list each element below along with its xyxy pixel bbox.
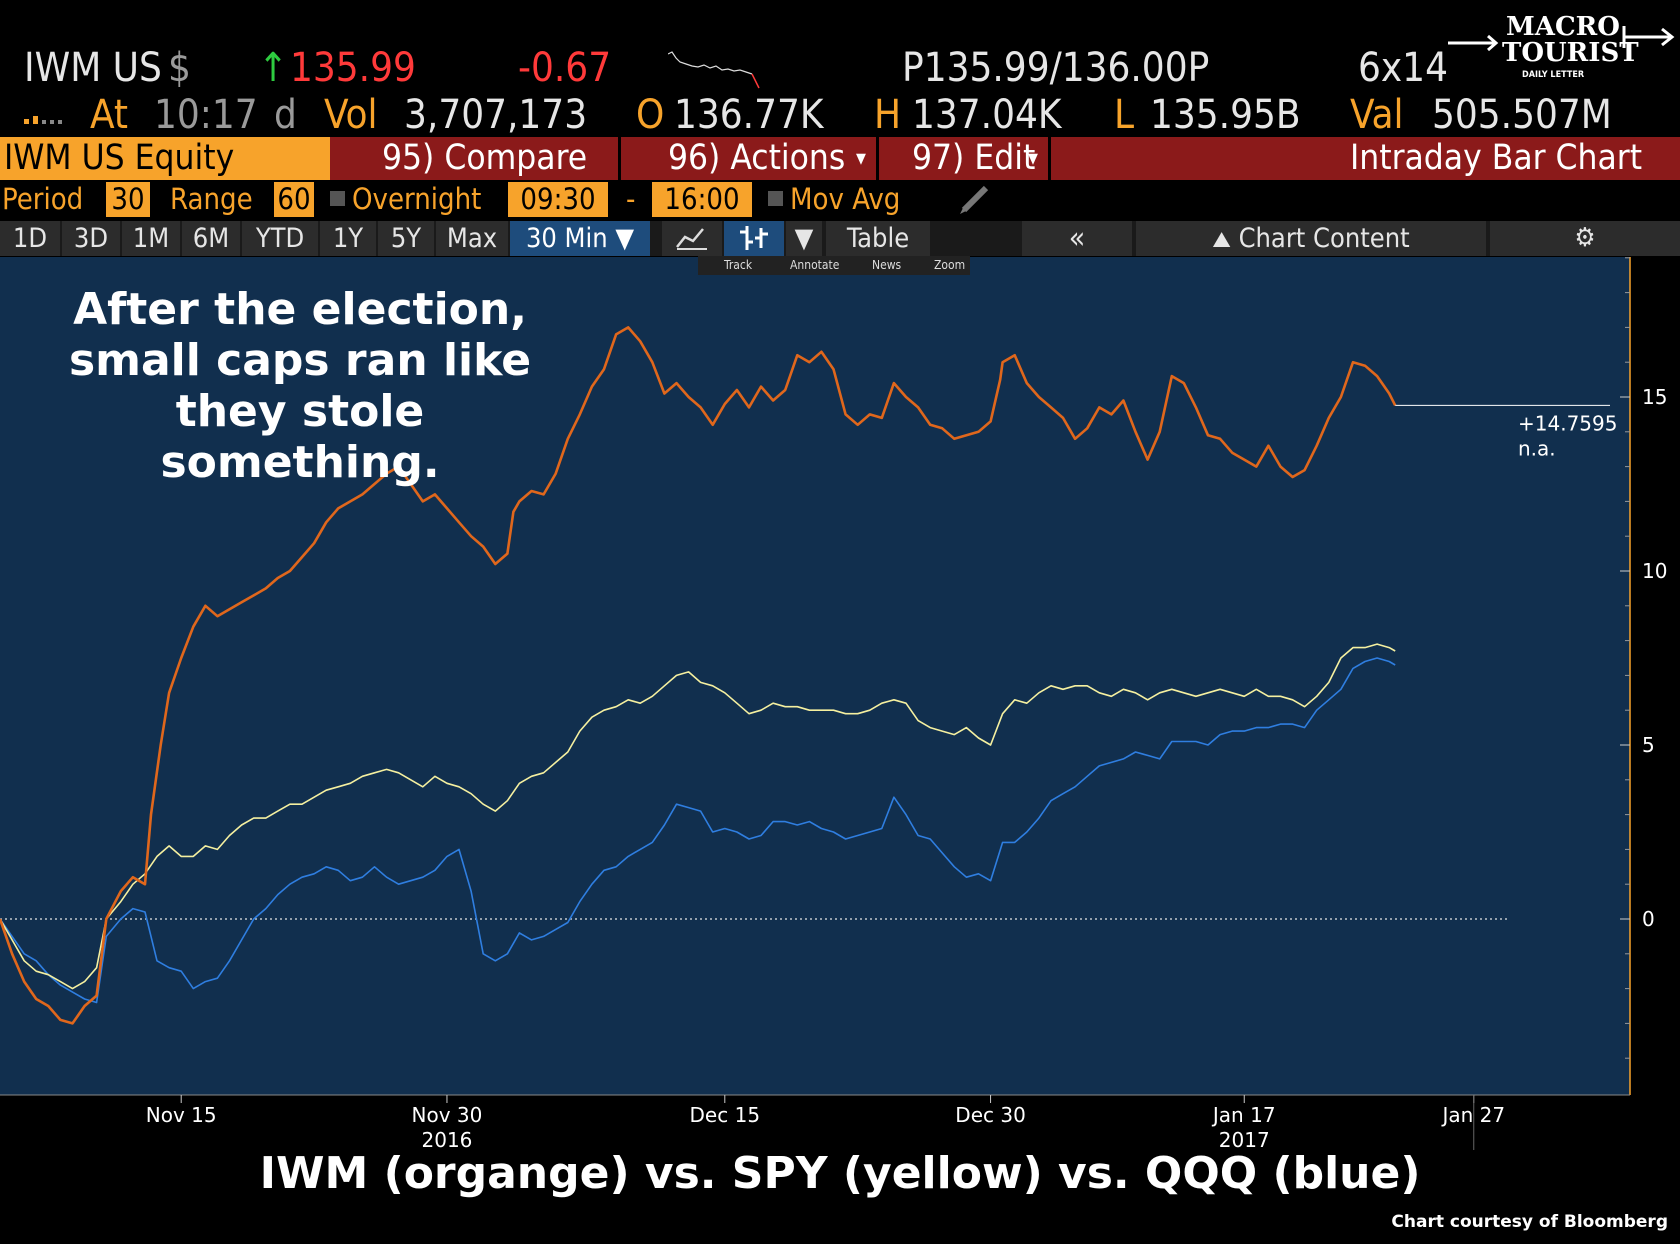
- chart-type-caret-icon[interactable]: ▼: [786, 221, 822, 256]
- tab-3d[interactable]: 3D: [62, 221, 120, 256]
- logo-line-macro: MACRO: [1506, 12, 1620, 42]
- x-tick-label: Jan 17: [1211, 1103, 1276, 1127]
- tab-1d[interactable]: 1D: [0, 221, 60, 256]
- actions-button[interactable]: 96) Actions: [668, 138, 846, 178]
- chart-content-label: Chart Content: [1238, 223, 1410, 254]
- quote-time: 10:17: [154, 92, 258, 138]
- tab-bar: 1D 3D 1M 6M YTD 1Y 5Y Max 30 Min ▼ ▼ Tab…: [0, 221, 1680, 256]
- zoom-button[interactable]: Zoom: [934, 258, 966, 272]
- bid-ask-size: 6x14: [1358, 45, 1448, 91]
- low-value: 135.95B: [1150, 92, 1301, 138]
- tab-5y[interactable]: 5Y: [378, 221, 434, 256]
- edit-button[interactable]: 97) Edit: [912, 138, 1036, 178]
- edit-caret-icon[interactable]: ▾: [1028, 146, 1038, 171]
- volume-value: 3,707,173: [404, 92, 588, 138]
- x-tick-label: Dec 15: [690, 1103, 761, 1127]
- overnight-checkbox[interactable]: [330, 191, 345, 206]
- actions-caret-icon[interactable]: ▾: [856, 146, 866, 171]
- function-bar: IWM US Equity 95) Compare 96) Actions ▾ …: [0, 137, 1680, 180]
- mini-toolbar: Track Annotate News Zoom: [698, 256, 970, 275]
- last-value-label: +14.7595: [1518, 411, 1617, 435]
- ohlc-bar-icon: [740, 226, 768, 250]
- y-tick-label: 5: [1642, 733, 1655, 757]
- volume-dots-icon: [24, 116, 62, 124]
- x-tick-label: Nov 15: [146, 1103, 217, 1127]
- at-label: At: [90, 92, 129, 138]
- high-label: H: [874, 92, 902, 138]
- x-tick-label: Jan 27: [1440, 1103, 1505, 1127]
- interval-dropdown[interactable]: 30 Min ▼: [510, 221, 650, 256]
- time-dash: -: [626, 182, 636, 216]
- chart-content-button[interactable]: ⛰ Chart Content: [1136, 221, 1486, 256]
- x-year-label: 2016: [422, 1128, 473, 1152]
- line-chart-button[interactable]: [662, 221, 722, 256]
- x-tick-label: Dec 30: [955, 1103, 1026, 1127]
- divider: [618, 137, 621, 180]
- bar-chart-button[interactable]: [724, 221, 784, 256]
- ticker: IWM US: [24, 45, 162, 91]
- security-field[interactable]: IWM US Equity: [0, 137, 330, 180]
- series-line-qqq: [0, 657, 1396, 1004]
- collapse-button[interactable]: «: [1022, 221, 1132, 256]
- mov-avg-label: Mov Avg: [790, 182, 901, 216]
- tab-ytd[interactable]: YTD: [242, 221, 318, 256]
- start-time-input[interactable]: 09:30: [508, 182, 608, 217]
- arrow-right-icon: [1622, 26, 1675, 48]
- chart-content-icon: ⛰: [1212, 228, 1231, 253]
- divider: [1048, 137, 1051, 180]
- last-value-sub: n.a.: [1518, 436, 1556, 460]
- annotate-button[interactable]: Annotate: [790, 258, 840, 272]
- settings-gear-icon[interactable]: ⚙: [1490, 221, 1680, 256]
- value-value: 505.507M: [1432, 92, 1612, 138]
- value-label: Val: [1350, 92, 1404, 138]
- y-tick-label: 0: [1642, 907, 1655, 931]
- overnight-label: Overnight: [352, 182, 482, 216]
- series-line-iwm: [0, 326, 1397, 1025]
- tab-1y[interactable]: 1Y: [320, 221, 376, 256]
- period-label: Period: [2, 182, 84, 216]
- x-tick-label: Nov 30: [412, 1103, 483, 1127]
- plot-area[interactable]: [0, 257, 1630, 1095]
- divider: [876, 137, 879, 180]
- sparkline-icon: [668, 51, 760, 89]
- macro-tourist-logo: MACRO TOURIST DAILY LETTER: [1448, 10, 1678, 90]
- currency: $: [168, 45, 191, 91]
- page-title: Intraday Bar Chart: [1350, 138, 1643, 178]
- compare-button[interactable]: 95) Compare: [382, 138, 588, 178]
- tab-6m[interactable]: 6M: [182, 221, 240, 256]
- open-label: O: [636, 92, 665, 138]
- track-button[interactable]: Track: [724, 258, 753, 272]
- price-change: -0.67: [518, 45, 612, 91]
- tab-max[interactable]: Max: [436, 221, 508, 256]
- up-arrow-icon: ↑: [258, 45, 289, 91]
- credit-text: Chart courtesy of Bloomberg: [1391, 1212, 1668, 1232]
- bid-ask: P135.99/136.00P: [902, 45, 1210, 91]
- logo-line-daily: DAILY LETTER: [1522, 70, 1585, 80]
- high-value: 137.04K: [912, 92, 1062, 138]
- low-label: L: [1114, 92, 1135, 138]
- mov-avg-checkbox[interactable]: [768, 191, 783, 206]
- range-input[interactable]: 60: [274, 182, 314, 217]
- end-time-input[interactable]: 16:00: [652, 182, 752, 217]
- news-button[interactable]: News: [872, 258, 902, 272]
- y-tick-label: 15: [1642, 385, 1667, 409]
- bottom-title: IWM (organge) vs. SPY (yellow) vs. QQQ (…: [259, 1148, 1421, 1199]
- arrow-left-icon: [1448, 34, 1499, 52]
- logo-line-tourist: TOURIST: [1502, 38, 1639, 68]
- table-button[interactable]: Table: [826, 221, 930, 256]
- period-input[interactable]: 30: [106, 182, 150, 217]
- last-price: 135.99: [290, 45, 416, 91]
- range-label: Range: [170, 182, 253, 216]
- series-line-spy: [0, 643, 1396, 990]
- pencil-icon[interactable]: [958, 182, 992, 216]
- tab-1m[interactable]: 1M: [122, 221, 180, 256]
- line-chart-icon: [676, 228, 707, 250]
- volume-label: Vol: [324, 92, 378, 138]
- open-value: 136.77K: [674, 92, 824, 138]
- y-tick-label: 10: [1642, 559, 1667, 583]
- x-year-label: 2017: [1219, 1128, 1270, 1152]
- annotation-text: After the election, small caps ran like …: [68, 284, 532, 488]
- delayed-flag: d: [274, 92, 297, 138]
